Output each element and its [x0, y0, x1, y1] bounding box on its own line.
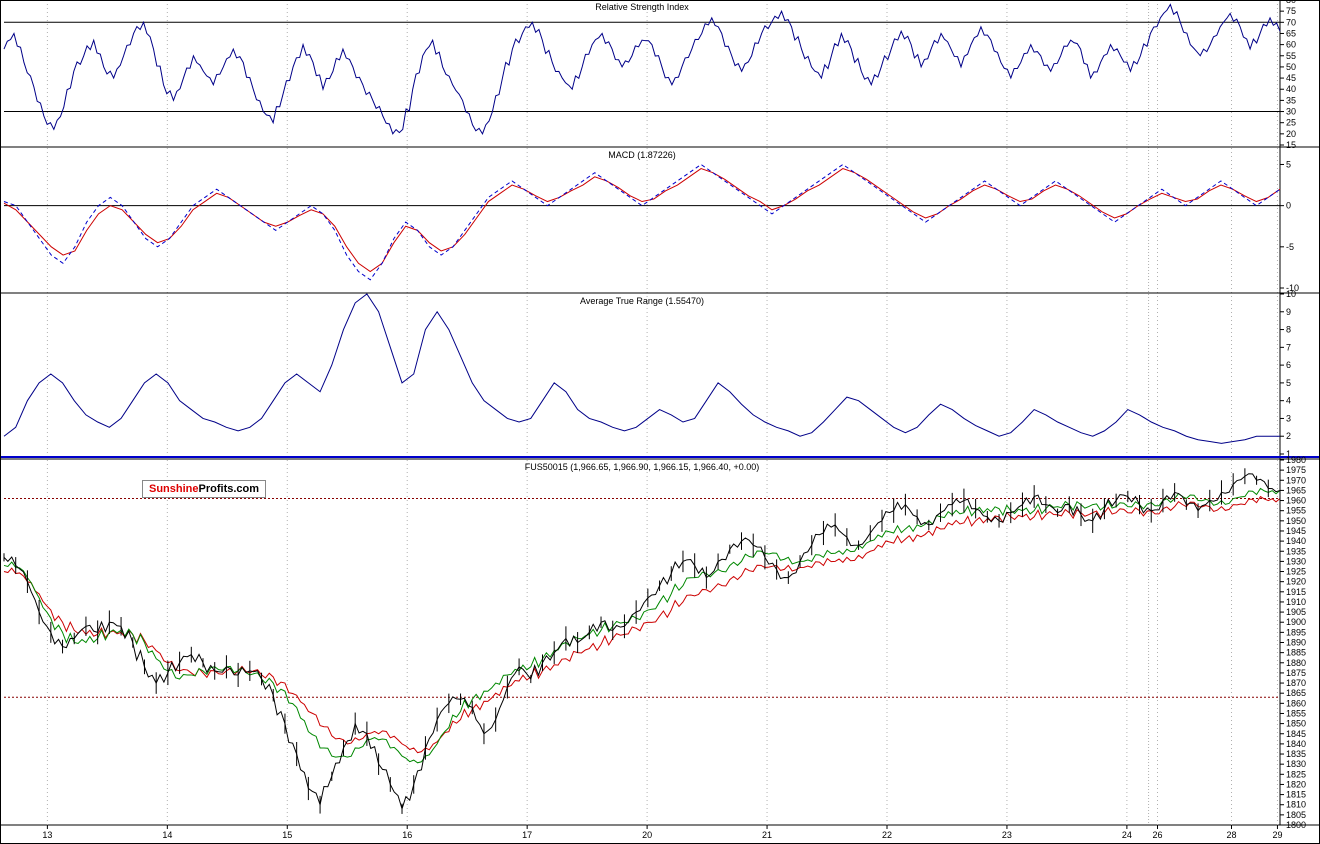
svg-text:1925: 1925 [1286, 567, 1306, 577]
svg-text:1930: 1930 [1286, 556, 1306, 566]
svg-text:21: 21 [762, 830, 772, 840]
svg-text:24: 24 [1122, 830, 1132, 840]
svg-text:23: 23 [1002, 830, 1012, 840]
svg-text:1890: 1890 [1286, 638, 1306, 648]
svg-text:20: 20 [1286, 129, 1296, 139]
svg-text:17: 17 [522, 830, 532, 840]
svg-text:1815: 1815 [1286, 790, 1306, 800]
svg-text:22: 22 [882, 830, 892, 840]
svg-text:1940: 1940 [1286, 536, 1306, 546]
svg-text:MACD (1.87226): MACD (1.87226) [608, 150, 676, 160]
svg-text:1905: 1905 [1286, 607, 1306, 617]
svg-text:60: 60 [1286, 40, 1296, 50]
svg-text:26: 26 [1152, 830, 1162, 840]
svg-text:Average True Range (1.55470): Average True Range (1.55470) [580, 296, 704, 306]
svg-text:1820: 1820 [1286, 779, 1306, 789]
svg-text:1840: 1840 [1286, 739, 1306, 749]
watermark-part2: Profits.com [199, 483, 260, 495]
svg-text:Relative Strength Index: Relative Strength Index [595, 2, 689, 12]
svg-text:1915: 1915 [1286, 587, 1306, 597]
svg-text:1895: 1895 [1286, 627, 1306, 637]
svg-text:1875: 1875 [1286, 668, 1306, 678]
svg-text:16: 16 [402, 830, 412, 840]
svg-text:1980: 1980 [1286, 455, 1306, 465]
svg-text:14: 14 [162, 830, 172, 840]
svg-text:1880: 1880 [1286, 658, 1306, 668]
svg-text:1910: 1910 [1286, 597, 1306, 607]
svg-text:1965: 1965 [1286, 485, 1306, 495]
svg-text:30: 30 [1286, 107, 1296, 117]
svg-text:75: 75 [1286, 6, 1296, 16]
svg-text:10: 10 [1286, 289, 1296, 299]
svg-text:3: 3 [1286, 413, 1291, 423]
svg-text:1825: 1825 [1286, 769, 1306, 779]
svg-text:1835: 1835 [1286, 749, 1306, 759]
svg-text:1860: 1860 [1286, 698, 1306, 708]
svg-text:1810: 1810 [1286, 800, 1306, 810]
svg-text:1805: 1805 [1286, 810, 1306, 820]
svg-text:28: 28 [1227, 830, 1237, 840]
watermark-badge: SunshineProfits.com [142, 480, 266, 498]
svg-text:1945: 1945 [1286, 526, 1306, 536]
chart-svg: 13141516172021222324262829Relative Stren… [0, 0, 1320, 844]
svg-text:1935: 1935 [1286, 546, 1306, 556]
svg-text:1830: 1830 [1286, 759, 1306, 769]
svg-text:1885: 1885 [1286, 648, 1306, 658]
svg-text:0: 0 [1286, 201, 1291, 211]
svg-text:50: 50 [1286, 62, 1296, 72]
svg-text:1865: 1865 [1286, 688, 1306, 698]
svg-text:5: 5 [1286, 159, 1291, 169]
svg-text:40: 40 [1286, 84, 1296, 94]
svg-text:13: 13 [42, 830, 52, 840]
svg-text:6: 6 [1286, 360, 1291, 370]
svg-text:1955: 1955 [1286, 506, 1306, 516]
watermark-part1: Sunshine [149, 483, 199, 495]
chart-container: SunshineProfits.com 13141516172021222324… [0, 0, 1320, 844]
svg-text:29: 29 [1272, 830, 1282, 840]
svg-text:5: 5 [1286, 378, 1291, 388]
svg-text:1855: 1855 [1286, 708, 1306, 718]
svg-text:70: 70 [1286, 17, 1296, 27]
svg-text:1800: 1800 [1286, 820, 1306, 830]
svg-text:45: 45 [1286, 73, 1296, 83]
svg-text:1900: 1900 [1286, 617, 1306, 627]
svg-text:1960: 1960 [1286, 496, 1306, 506]
svg-text:1970: 1970 [1286, 475, 1306, 485]
svg-text:-5: -5 [1286, 242, 1294, 252]
svg-text:65: 65 [1286, 28, 1296, 38]
svg-text:1920: 1920 [1286, 577, 1306, 587]
svg-text:2: 2 [1286, 431, 1291, 441]
svg-text:9: 9 [1286, 307, 1291, 317]
svg-text:20: 20 [642, 830, 652, 840]
svg-text:1850: 1850 [1286, 719, 1306, 729]
svg-text:1845: 1845 [1286, 729, 1306, 739]
svg-text:1870: 1870 [1286, 678, 1306, 688]
svg-text:55: 55 [1286, 51, 1296, 61]
svg-text:15: 15 [282, 830, 292, 840]
svg-text:1975: 1975 [1286, 465, 1306, 475]
svg-text:4: 4 [1286, 396, 1291, 406]
svg-text:25: 25 [1286, 118, 1296, 128]
svg-text:FUS50015 (1,966.65, 1,966.90,: FUS50015 (1,966.65, 1,966.90, 1,966.15, … [525, 462, 759, 472]
svg-text:8: 8 [1286, 325, 1291, 335]
svg-text:7: 7 [1286, 342, 1291, 352]
svg-text:15: 15 [1286, 140, 1296, 150]
svg-text:1950: 1950 [1286, 516, 1306, 526]
svg-text:35: 35 [1286, 95, 1296, 105]
